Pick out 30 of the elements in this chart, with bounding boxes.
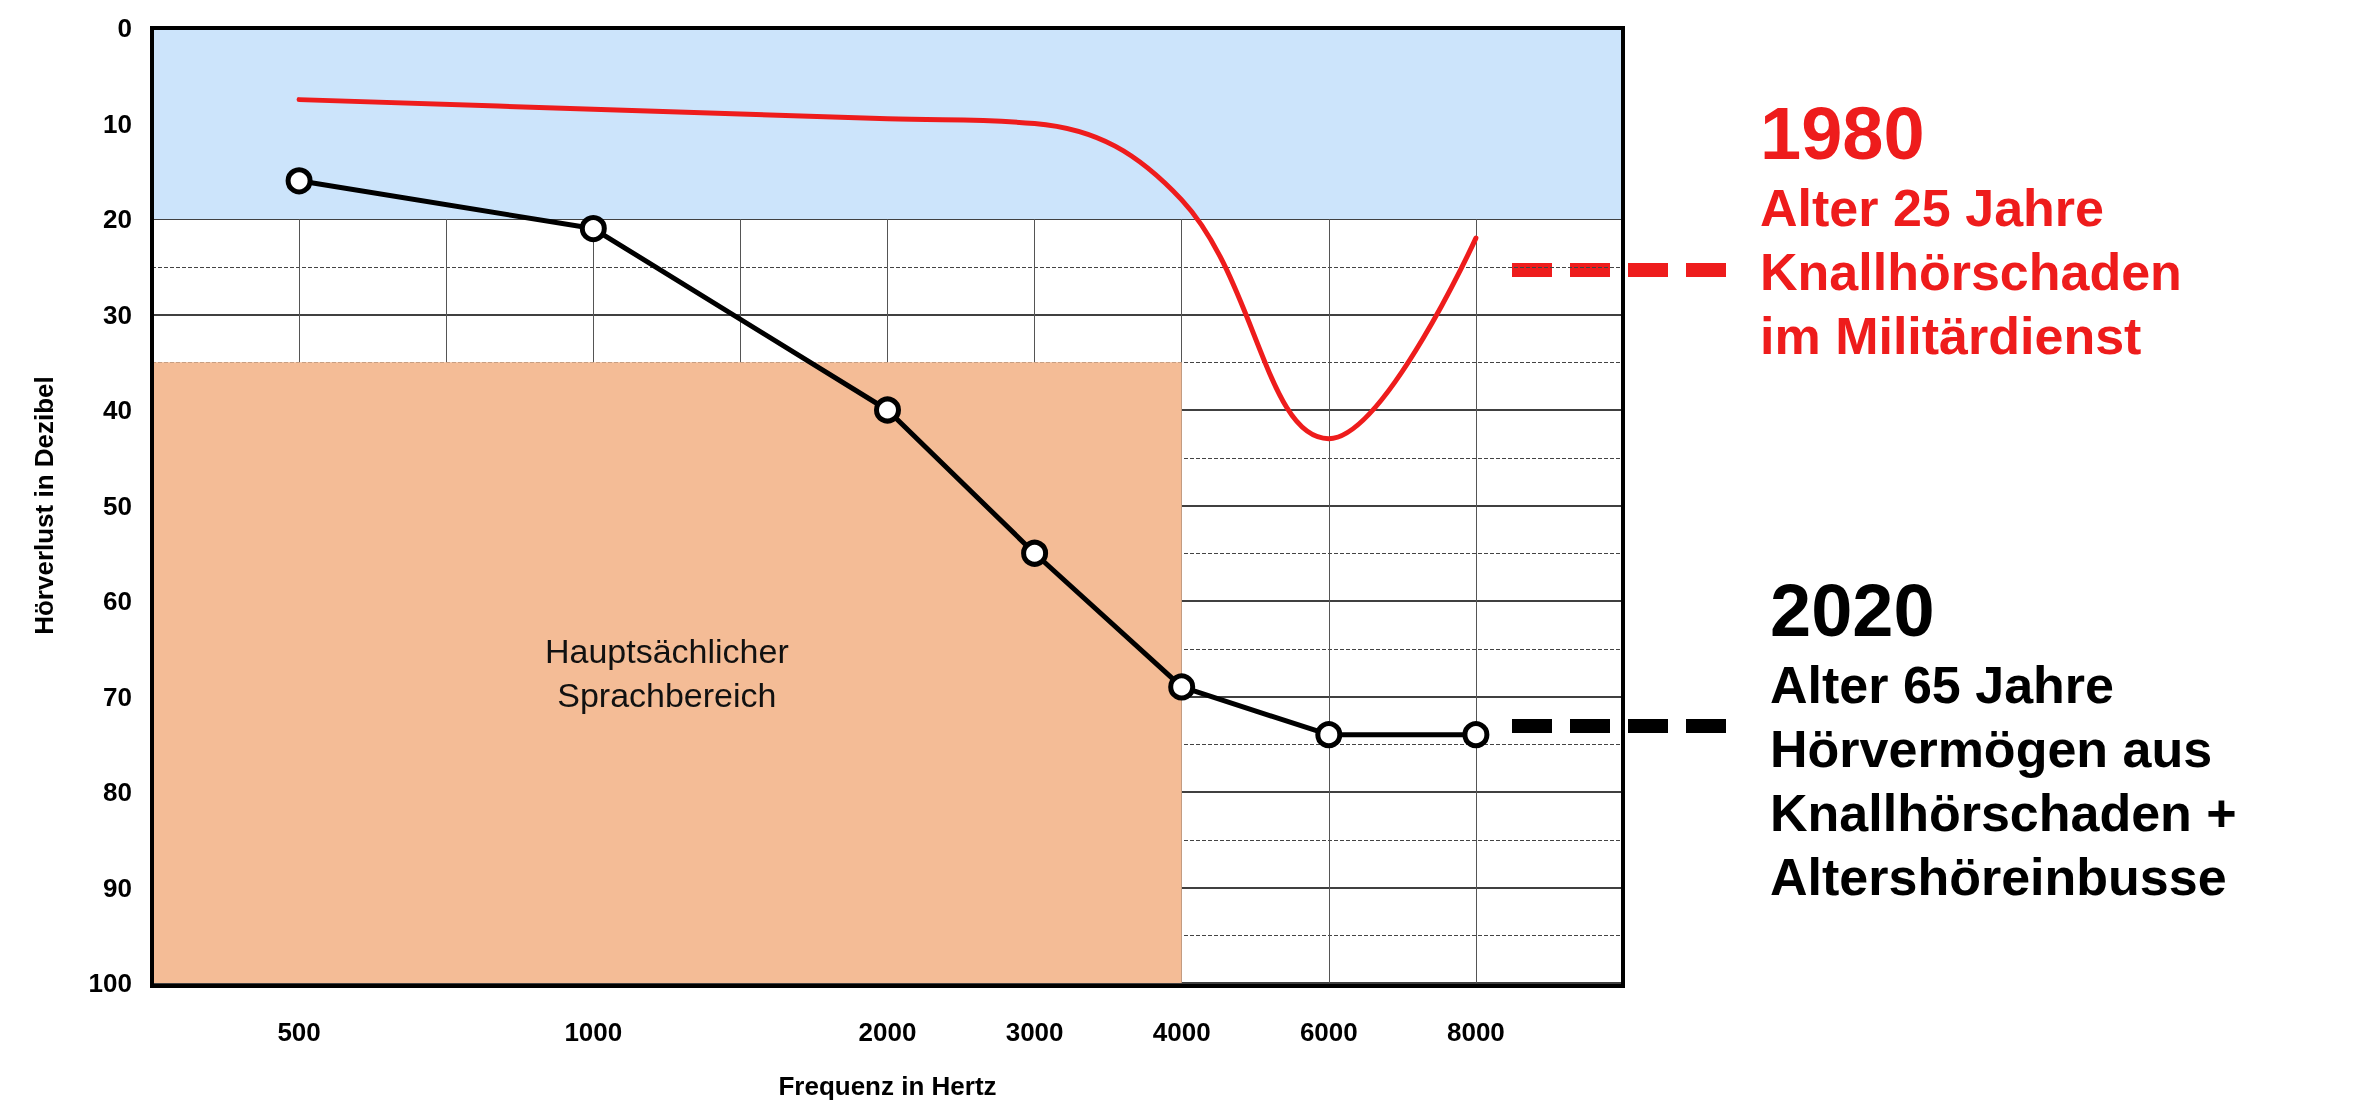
- point: [285, 167, 313, 195]
- band-label: Hauptsächlicher Sprachbereich: [544, 631, 789, 714]
- y-tick-label: 60: [103, 586, 132, 616]
- x-tick-label: 8000: [1446, 1017, 1505, 1047]
- y-tick-label: 20: [103, 204, 132, 234]
- x-tick-label: 4000: [1152, 1017, 1211, 1047]
- x-tick-label: 3000: [1005, 1017, 1064, 1047]
- y-tick-label: 90: [103, 872, 132, 903]
- y-axis-title: Hörverlust in Dezibel: [29, 376, 59, 635]
- y-tick-label: 0: [117, 13, 132, 43]
- point: [1462, 721, 1490, 749]
- x-tick-label: 2000: [858, 1017, 917, 1047]
- y-tick-label: 30: [103, 299, 132, 330]
- y-tick-label: 80: [103, 777, 132, 807]
- y-tick-label: 50: [103, 490, 132, 521]
- y-tick-label: 70: [103, 681, 132, 712]
- point: [579, 215, 607, 243]
- x-tick-label: 1000: [564, 1017, 623, 1047]
- legend-label: 1980 Alter 25 Jahre Knallhörschaden im Militärdienst: [1760, 91, 2182, 365]
- legend-label: 2020 Alter 65 Jahre Hörvermögen aus Knallhörschaden + Altershöreinbusse: [1770, 568, 2237, 906]
- x-tick-label: 6000: [1299, 1017, 1358, 1047]
- y-tick-label: 40: [103, 395, 132, 425]
- x-axis-title: Frequenz in Hertz: [778, 1071, 997, 1101]
- y-tick-label: 10: [103, 108, 132, 139]
- point: [1021, 539, 1049, 567]
- point: [1168, 673, 1196, 701]
- x-tick-label: 500: [277, 1017, 321, 1047]
- y-tick-label: 100: [88, 968, 132, 998]
- point: [1315, 721, 1343, 749]
- point: [874, 396, 901, 424]
